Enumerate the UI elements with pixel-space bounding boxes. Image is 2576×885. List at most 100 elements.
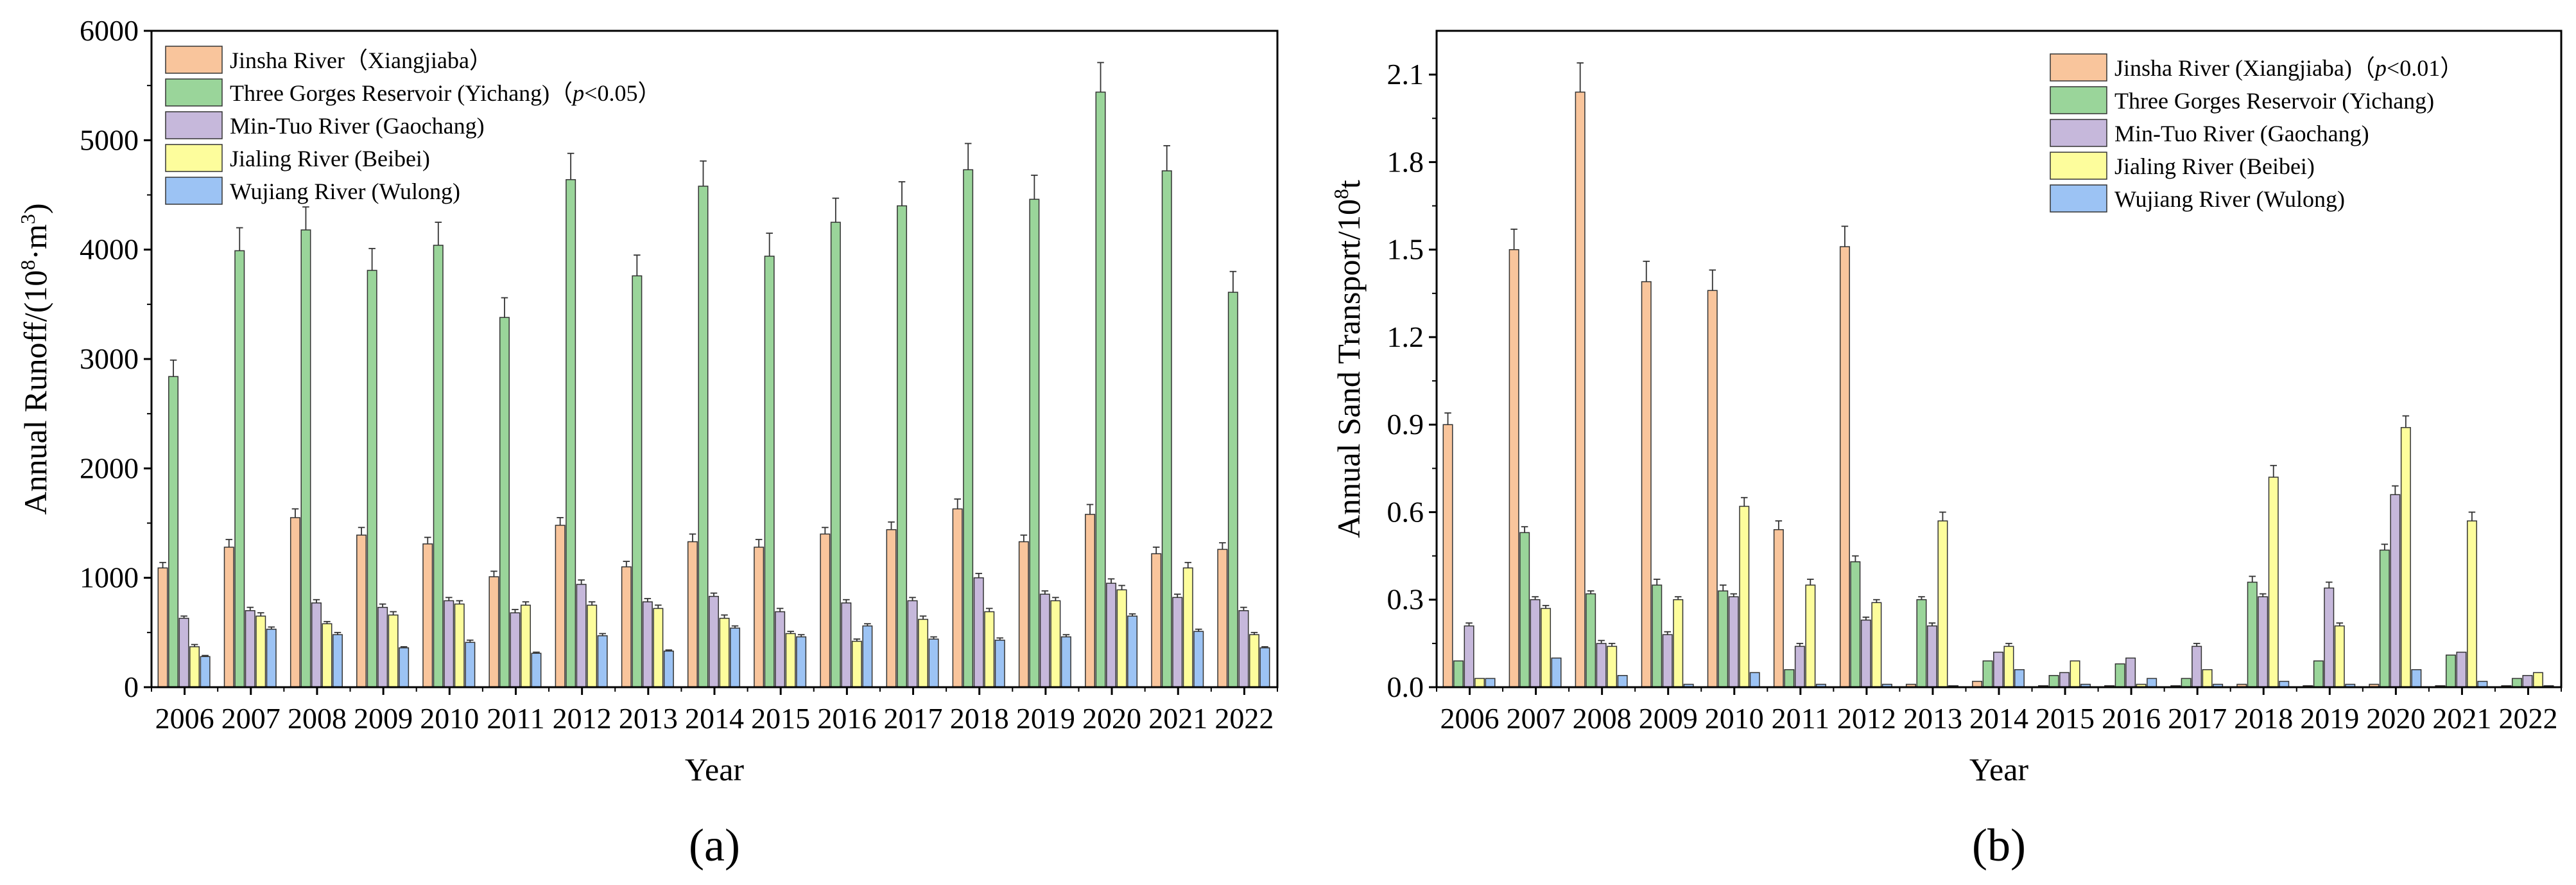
bar-b-2009-s3 bbox=[1673, 599, 1684, 688]
error-bar-a-2009-s2 bbox=[379, 603, 386, 608]
bar-a-2012-s3 bbox=[587, 604, 598, 688]
bar-b-2007-s3 bbox=[1541, 608, 1552, 688]
bar-b-2020-s1 bbox=[2379, 549, 2390, 688]
error-bar-a-2020-s4 bbox=[1128, 613, 1136, 617]
legend-swatch bbox=[2050, 119, 2107, 147]
error-bar-b-2014-s3 bbox=[2005, 642, 2012, 647]
bar-b-2009-s2 bbox=[1662, 634, 1673, 688]
bar-a-2018-s3 bbox=[984, 611, 995, 688]
error-bar-a-2017-s0 bbox=[888, 521, 895, 530]
y-tick-label: 4000 bbox=[80, 233, 139, 266]
bar-a-2022-s0 bbox=[1217, 548, 1228, 688]
bar-a-2007-s2 bbox=[245, 610, 255, 688]
x-tick-label: 2009 bbox=[354, 702, 413, 735]
x-tick-label: 2008 bbox=[1573, 702, 1632, 735]
bar-a-2006-s2 bbox=[178, 617, 189, 688]
error-bar-b-2013-s3 bbox=[1939, 511, 1946, 521]
x-tick-label: 2009 bbox=[1639, 702, 1698, 735]
x-tick-label: 2017 bbox=[2168, 702, 2227, 735]
bar-b-2007-s0 bbox=[1508, 249, 1519, 688]
bar-a-2021-s1 bbox=[1161, 170, 1172, 688]
bar-a-2013-s1 bbox=[632, 275, 643, 688]
bar-a-2008-s0 bbox=[290, 517, 300, 688]
bar-b-2019-s2 bbox=[2324, 587, 2335, 688]
error-bar-a-2017-s3 bbox=[919, 615, 927, 620]
error-bar-a-2019-s3 bbox=[1052, 597, 1059, 601]
panel-label-a: (a) bbox=[689, 819, 740, 871]
x-axis-label-b: Year bbox=[1969, 751, 2028, 787]
bar-a-2013-s3 bbox=[653, 608, 664, 688]
error-bar-a-2018-s1 bbox=[964, 143, 972, 170]
error-bar-a-2013-s2 bbox=[644, 598, 652, 602]
x-tick-label: 2015 bbox=[2036, 702, 2095, 735]
bar-a-2011-s1 bbox=[499, 317, 510, 688]
error-bar-a-2010-s3 bbox=[456, 600, 463, 604]
error-bar-b-2013-s1 bbox=[1918, 596, 1925, 600]
error-bar-a-2017-s2 bbox=[909, 597, 916, 601]
bar-a-2012-s4 bbox=[597, 635, 608, 688]
error-bar-b-2012-s0 bbox=[1841, 225, 1849, 247]
bar-b-2022-s2 bbox=[2522, 675, 2533, 688]
bar-b-2014-s1 bbox=[1982, 660, 1993, 688]
bar-b-2019-s1 bbox=[2313, 660, 2324, 688]
y-tick-label: 2.1 bbox=[1387, 58, 1424, 91]
error-bar-a-2019-s2 bbox=[1041, 590, 1049, 595]
error-bar-a-2008-s0 bbox=[291, 508, 299, 518]
error-bar-b-2012-s3 bbox=[1873, 599, 1880, 603]
error-bar-a-2007-s1 bbox=[236, 227, 243, 251]
error-bar-b-2006-s0 bbox=[1444, 412, 1451, 425]
error-bar-a-2016-s1 bbox=[832, 197, 840, 223]
error-bar-a-2016-s3 bbox=[853, 638, 861, 642]
bar-a-2016-s4 bbox=[862, 625, 873, 688]
legend-label: Wujiang River (Wulong) bbox=[2114, 186, 2345, 212]
y-tick-label: 1000 bbox=[80, 561, 139, 594]
error-bar-a-2008-s4 bbox=[334, 631, 341, 635]
bar-b-2019-s3 bbox=[2334, 625, 2345, 688]
error-bar-a-2008-s1 bbox=[302, 206, 309, 231]
x-tick-label: 2013 bbox=[1903, 702, 1962, 735]
bar-b-2012-s3 bbox=[1871, 602, 1882, 688]
error-bar-a-2021-s4 bbox=[1195, 628, 1202, 632]
error-bar-a-2014-s2 bbox=[710, 592, 718, 597]
error-bar-a-2015-s3 bbox=[787, 631, 794, 634]
legend-label: Jinsha River (Xiangjiaba)（p<0.01） bbox=[2114, 55, 2463, 81]
error-bar-b-2020-s2 bbox=[2392, 485, 2399, 495]
bar-b-2010-s3 bbox=[1739, 505, 1750, 688]
bar-a-2014-s2 bbox=[708, 595, 719, 688]
error-bar-a-2009-s0 bbox=[358, 527, 365, 536]
error-bar-b-2011-s3 bbox=[1807, 579, 1814, 586]
bar-a-2012-s2 bbox=[576, 584, 587, 688]
bar-b-2016-s4 bbox=[2147, 678, 2157, 688]
bar-b-2012-s0 bbox=[1839, 246, 1850, 688]
bar-a-2015-s2 bbox=[775, 611, 786, 688]
bar-a-2016-s2 bbox=[841, 602, 852, 688]
error-bar-a-2011-s3 bbox=[522, 601, 530, 606]
error-bar-a-2008-s2 bbox=[313, 599, 320, 603]
bar-b-2010-s4 bbox=[1749, 672, 1760, 688]
x-tick-label: 2010 bbox=[1705, 702, 1764, 735]
error-bar-a-2022-s0 bbox=[1219, 542, 1226, 550]
error-bar-a-2020-s3 bbox=[1118, 584, 1125, 590]
error-bar-a-2013-s3 bbox=[655, 604, 662, 609]
bar-a-2008-s3 bbox=[322, 623, 333, 688]
y-tick-label: 0 bbox=[124, 670, 139, 703]
error-bar-b-2011-s0 bbox=[1775, 520, 1783, 530]
bar-b-2021-s2 bbox=[2456, 651, 2467, 688]
bar-a-2017-s3 bbox=[918, 618, 929, 688]
error-bar-b-2009-s3 bbox=[1674, 596, 1682, 600]
bar-a-2015-s0 bbox=[754, 547, 765, 688]
error-bar-a-2010-s2 bbox=[445, 597, 453, 601]
bar-b-2011-s0 bbox=[1773, 529, 1784, 688]
bar-b-2021-s1 bbox=[2445, 654, 2456, 688]
legend-swatch bbox=[165, 46, 223, 74]
error-bar-a-2016-s0 bbox=[822, 527, 829, 534]
legend-swatch bbox=[2050, 53, 2107, 82]
error-bar-a-2011-s4 bbox=[533, 651, 540, 654]
legend-swatch bbox=[165, 111, 223, 139]
legend-label: Min-Tuo River (Gaochang) bbox=[2114, 121, 2369, 146]
bar-a-2020-s2 bbox=[1106, 583, 1117, 688]
error-bar-a-2020-s0 bbox=[1086, 504, 1094, 514]
error-bar-a-2021-s3 bbox=[1184, 561, 1192, 568]
error-bar-b-2008-s2 bbox=[1598, 640, 1605, 644]
bar-a-2021-s2 bbox=[1172, 597, 1183, 688]
